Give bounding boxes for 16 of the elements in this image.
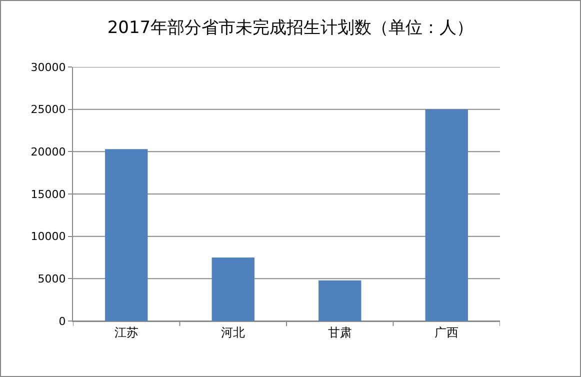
bar: [105, 149, 148, 321]
x-tick-label: 河北: [221, 325, 246, 340]
x-tick-label: 甘肃: [328, 325, 352, 340]
bar: [425, 109, 468, 321]
chart-title: 2017年部分省市未完成招生计划数（单位：人）: [107, 18, 474, 38]
y-tick-label: 0: [58, 314, 66, 328]
y-tick-label: 5000: [38, 272, 66, 286]
y-tick-label: 15000: [30, 188, 66, 201]
x-tick-label: 广西: [434, 325, 459, 340]
y-tick-label: 30000: [30, 60, 66, 74]
x-tick-label: 江苏: [114, 325, 138, 340]
y-tick-label: 20000: [30, 146, 66, 159]
bar: [318, 280, 362, 321]
y-tick-label: 10000: [30, 230, 66, 244]
bar: [212, 258, 254, 321]
y-tick-label: 25000: [30, 103, 66, 116]
